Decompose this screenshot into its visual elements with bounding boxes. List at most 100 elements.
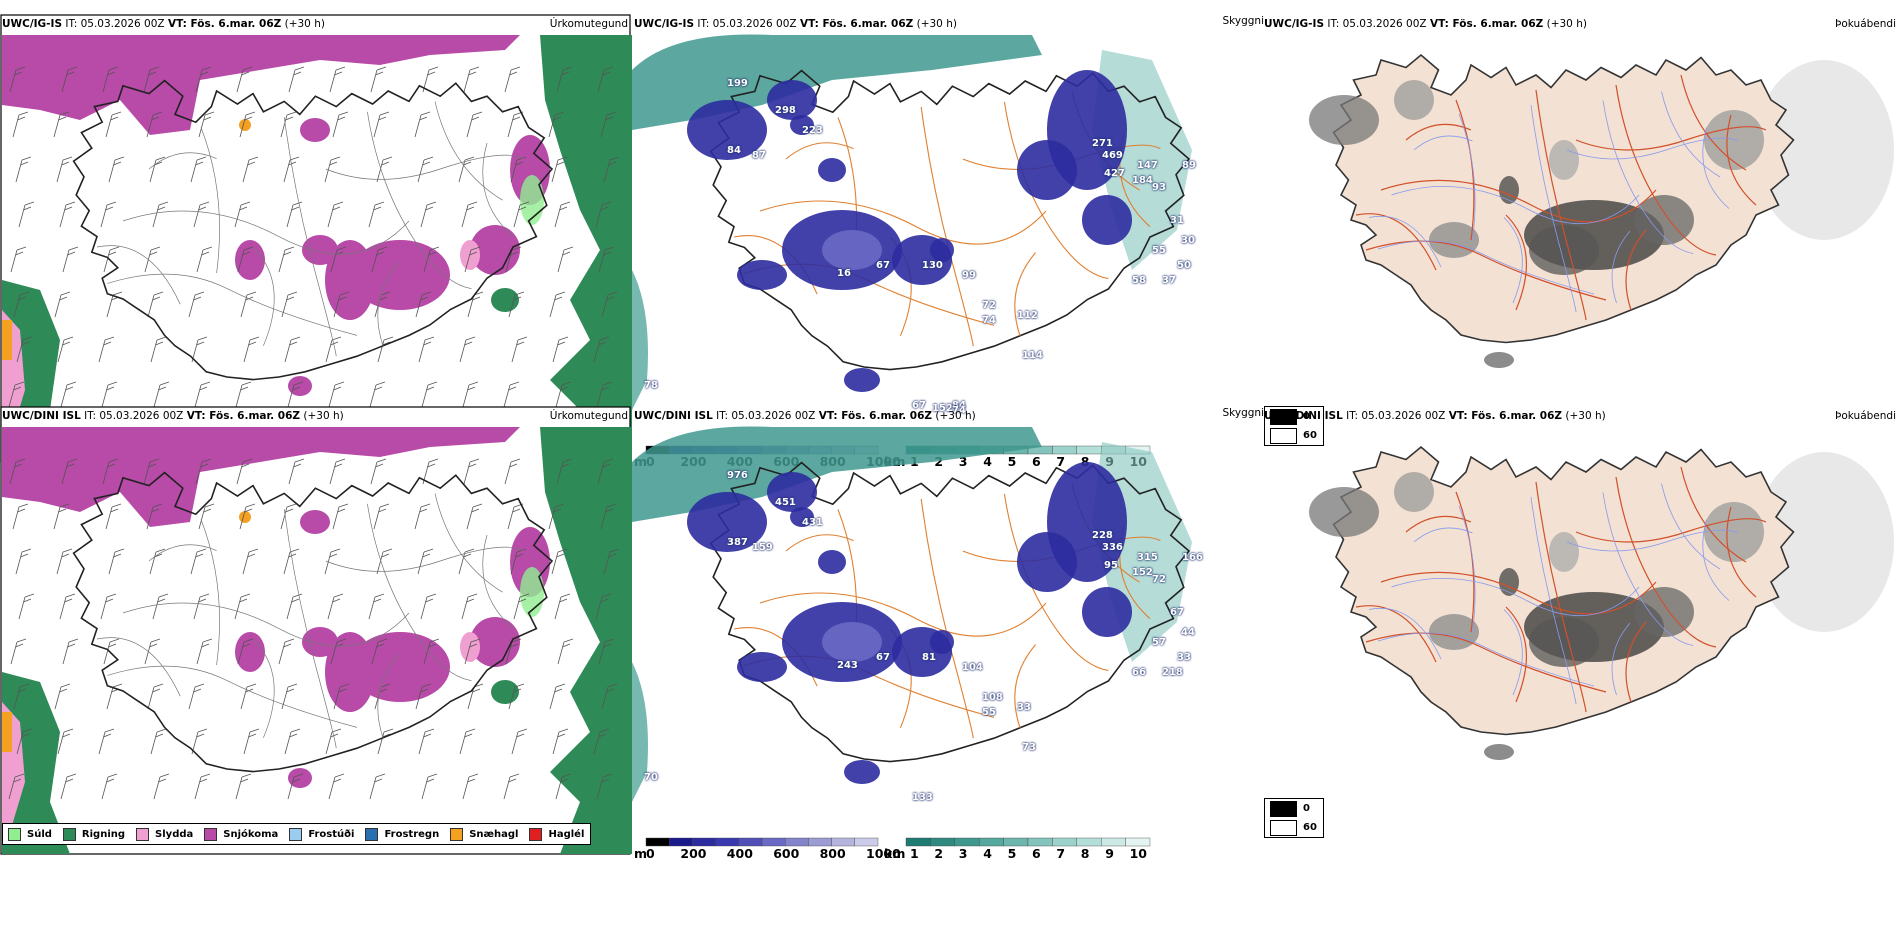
cloud-base-value: 57 bbox=[1152, 637, 1166, 648]
cloud-base-value: 451 bbox=[775, 497, 796, 508]
forecast-row-1: UWC/IG-IS IT: 05.03.2026 00Z VT: Fös. 6.… bbox=[0, 10, 1900, 472]
run-header: UWC/IG-IS IT: 05.03.2026 00Z VT: Fös. 6.… bbox=[2, 18, 325, 30]
cloud-base-colorbar-cell bbox=[784, 837, 809, 847]
snow-patch bbox=[302, 627, 338, 657]
cloud-base-value: 31 bbox=[1170, 215, 1184, 226]
cloud-base-value: 93 bbox=[1152, 182, 1166, 193]
precip-legend-item: Snjókoma bbox=[204, 827, 278, 841]
legend-label: Haglél bbox=[548, 828, 585, 840]
fog-shade bbox=[1549, 532, 1579, 572]
low-visibility-area bbox=[632, 662, 648, 802]
valid-time: Fös. 6.mar. 06Z bbox=[841, 410, 933, 422]
fog-legend-swatch bbox=[1270, 800, 1297, 817]
cloud-base-tick: 200 bbox=[680, 846, 707, 861]
legend-label: Súld bbox=[27, 828, 52, 840]
model-name: UWC/IG-IS bbox=[2, 18, 63, 30]
model-name: UWC/IG-IS bbox=[1264, 18, 1325, 30]
legend-swatch bbox=[204, 827, 218, 841]
cloud-base-value: 78 bbox=[644, 380, 658, 391]
run-header: UWC/DINI ISL IT: 05.03.2026 00Z VT: Fös.… bbox=[1264, 410, 1606, 422]
precip-legend-item: Frostregn bbox=[365, 827, 439, 841]
cloud-base-value: 89 bbox=[1182, 160, 1196, 171]
lead-time: (+30 h) bbox=[303, 410, 344, 422]
low-cloud-base bbox=[844, 368, 880, 392]
wind-barbs bbox=[8, 458, 620, 800]
cloud-base-value: 55 bbox=[1152, 245, 1166, 256]
fog-shade bbox=[1529, 225, 1599, 275]
init-time: IT: 05.03.2026 00Z bbox=[1327, 18, 1430, 30]
valid-time-label: VT: bbox=[818, 410, 842, 422]
cloud-base-colorbar-cell bbox=[808, 837, 832, 847]
cloud-base-value: 427 bbox=[1104, 168, 1125, 179]
cloud-base-value: 67 bbox=[876, 260, 890, 271]
fog-shade bbox=[1704, 502, 1764, 562]
precip-legend-item: Snæhagl bbox=[450, 827, 519, 841]
fog-legend: 0 60 bbox=[1264, 798, 1324, 838]
legend-swatch bbox=[529, 827, 543, 841]
snow-patch bbox=[325, 240, 375, 320]
low-cloud-base bbox=[930, 238, 954, 262]
cloud-base-value: 99 bbox=[962, 270, 976, 281]
fog-shade bbox=[1484, 744, 1514, 760]
legend-label: Slydda bbox=[155, 828, 194, 840]
cloud-base-colorbar-cell bbox=[669, 837, 693, 847]
valid-time: Fös. 6.mar. 06Z bbox=[1452, 18, 1544, 30]
cloud-base-value: 166 bbox=[1182, 552, 1203, 563]
precip-legend-item: Rigning bbox=[62, 827, 126, 841]
precip-legend-item: Súld bbox=[8, 827, 52, 841]
snow-patch bbox=[470, 225, 520, 275]
low-cloud-base bbox=[687, 492, 767, 552]
cloud-base-colorbar-cell bbox=[854, 837, 879, 847]
legend-label: Rigning bbox=[81, 828, 126, 840]
lead-time: (+30 h) bbox=[1546, 18, 1587, 30]
fog-map bbox=[1309, 53, 1894, 368]
visibility-tick: 1 bbox=[910, 846, 919, 861]
cloud-base-colorbar-cell bbox=[761, 837, 786, 847]
cloud-base-tick: 1000 bbox=[866, 846, 901, 861]
cloud-base-value: 152 bbox=[1132, 567, 1153, 578]
visibility-tick: 8 bbox=[1080, 846, 1090, 861]
init-time: IT: 05.03.2026 00Z bbox=[1346, 410, 1449, 422]
low-cloud-base bbox=[767, 80, 817, 120]
cloud-base-value: 50 bbox=[1177, 260, 1191, 271]
graupel-patch bbox=[239, 119, 251, 131]
cloud-base-value: 33 bbox=[1017, 702, 1031, 713]
valid-time-label: VT: bbox=[1429, 18, 1453, 30]
visibility-tick: 2 bbox=[934, 454, 944, 469]
rain-patch bbox=[491, 288, 519, 312]
snow-patch bbox=[302, 235, 338, 265]
cloud-base-value: 70 bbox=[644, 772, 658, 783]
fog-map bbox=[1309, 445, 1894, 760]
visibility-colorbar-cell bbox=[1003, 837, 1029, 847]
lead-time: (+30 h) bbox=[916, 18, 957, 30]
low-cloud-base bbox=[737, 652, 787, 682]
model-name: UWC/DINI ISL bbox=[1264, 410, 1343, 422]
cloud-base-value: 44 bbox=[1181, 627, 1195, 638]
init-time: IT: 05.03.2026 00Z bbox=[84, 410, 187, 422]
visibility-tick: 10 bbox=[1129, 846, 1147, 861]
cloud-base-colorbar-cell bbox=[715, 837, 739, 847]
precip-type-map bbox=[0, 14, 632, 463]
cloud-base-tick: 400 bbox=[726, 846, 753, 861]
precip-legend-item: Slydda bbox=[136, 827, 194, 841]
init-time: IT: 05.03.2026 00Z bbox=[697, 18, 800, 30]
cloud-base-value: 130 bbox=[922, 260, 943, 271]
cloud-base-value: 976 bbox=[727, 470, 748, 481]
fog-legend-swatch bbox=[1270, 427, 1297, 444]
cloud-base-colorbar-cell bbox=[738, 837, 763, 847]
legend-label: Frostúði bbox=[308, 828, 355, 840]
cloud-base-value: 58 bbox=[1132, 275, 1146, 286]
fog-legend-label: 60 bbox=[1303, 822, 1317, 833]
low-cloud-base bbox=[822, 230, 882, 270]
snow-patch bbox=[325, 632, 375, 712]
low-cloud-base bbox=[1082, 195, 1132, 245]
legend-label: Snæhagl bbox=[469, 828, 519, 840]
panel-title-fog: Þokuábendi bbox=[1835, 410, 1896, 422]
cloud-base-value: 72 bbox=[982, 300, 996, 311]
iceland-outline bbox=[72, 79, 554, 381]
low-cloud-base bbox=[822, 622, 882, 662]
precip-legend: Súld Rigning Slydda Snjókoma Frostúði Frostre… bbox=[2, 823, 592, 845]
fog-legend: 0 60 bbox=[1264, 406, 1324, 446]
cloud-base-value: 108 bbox=[982, 692, 1003, 703]
cloud-base-value: 73 bbox=[1022, 742, 1036, 753]
